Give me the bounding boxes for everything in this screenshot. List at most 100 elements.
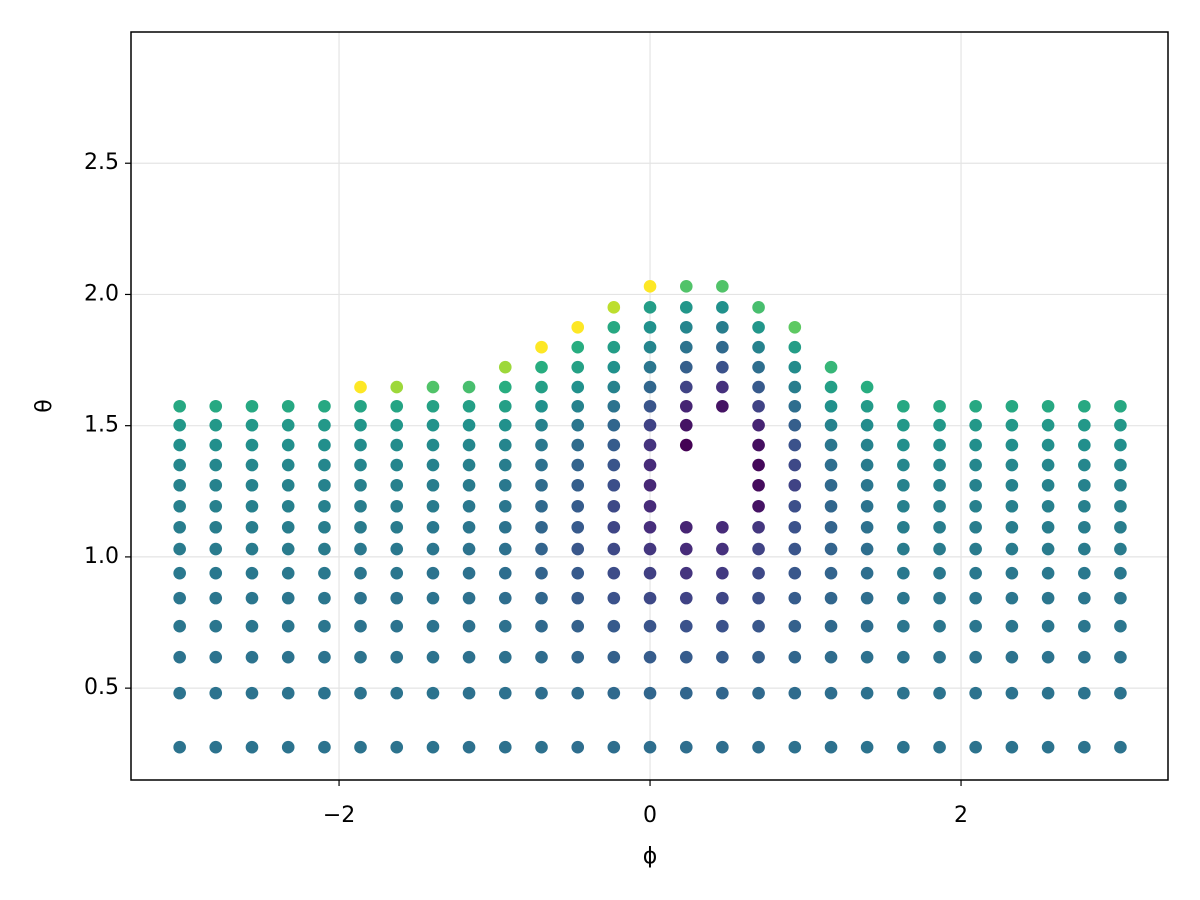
point bbox=[1005, 650, 1019, 664]
point bbox=[752, 380, 765, 394]
point bbox=[1078, 542, 1091, 556]
point bbox=[969, 458, 982, 472]
point bbox=[209, 686, 223, 700]
point bbox=[897, 542, 910, 556]
point bbox=[860, 458, 874, 472]
point bbox=[318, 650, 331, 664]
point bbox=[860, 478, 874, 492]
point bbox=[318, 499, 331, 513]
point bbox=[498, 740, 512, 754]
point bbox=[788, 458, 802, 472]
point bbox=[462, 438, 476, 452]
point bbox=[571, 499, 585, 513]
point bbox=[498, 619, 512, 633]
y-tick-label: 0.5 bbox=[84, 675, 119, 700]
point bbox=[679, 650, 693, 664]
point bbox=[897, 520, 910, 534]
point bbox=[679, 360, 693, 374]
point bbox=[607, 438, 621, 452]
point bbox=[679, 399, 693, 413]
point bbox=[824, 740, 838, 754]
point bbox=[1078, 438, 1091, 452]
point bbox=[1005, 399, 1019, 413]
point bbox=[969, 650, 982, 664]
point bbox=[607, 542, 621, 556]
point bbox=[1114, 438, 1127, 452]
point bbox=[897, 458, 910, 472]
point bbox=[1114, 499, 1127, 513]
point bbox=[209, 566, 223, 580]
point bbox=[679, 566, 693, 580]
point bbox=[643, 566, 657, 580]
point bbox=[716, 566, 729, 580]
point bbox=[354, 438, 367, 452]
point bbox=[535, 380, 548, 394]
point bbox=[679, 418, 693, 432]
point bbox=[933, 520, 946, 534]
point bbox=[390, 650, 404, 664]
point bbox=[716, 320, 729, 334]
point bbox=[1041, 458, 1055, 472]
point bbox=[1005, 740, 1019, 754]
point bbox=[1078, 399, 1091, 413]
point bbox=[535, 340, 548, 354]
point bbox=[643, 740, 657, 754]
point bbox=[1005, 458, 1019, 472]
point bbox=[1114, 619, 1127, 633]
point bbox=[752, 301, 765, 314]
y-tick-label: 2.0 bbox=[84, 281, 119, 306]
point bbox=[281, 650, 295, 664]
point bbox=[716, 740, 729, 754]
point bbox=[426, 542, 440, 556]
point bbox=[643, 499, 657, 513]
point bbox=[933, 619, 946, 633]
point bbox=[209, 520, 223, 534]
point bbox=[679, 380, 693, 394]
point bbox=[173, 686, 186, 700]
point bbox=[1078, 619, 1091, 633]
point bbox=[571, 520, 585, 534]
point bbox=[354, 686, 367, 700]
point bbox=[1114, 458, 1127, 472]
point bbox=[209, 399, 223, 413]
point bbox=[933, 418, 946, 432]
point bbox=[209, 458, 223, 472]
point bbox=[716, 399, 729, 413]
point bbox=[679, 301, 693, 314]
point bbox=[390, 458, 404, 472]
point bbox=[426, 566, 440, 580]
point bbox=[788, 438, 802, 452]
point bbox=[679, 280, 693, 293]
point bbox=[1114, 740, 1127, 754]
point bbox=[860, 399, 874, 413]
point bbox=[969, 686, 982, 700]
point bbox=[897, 418, 910, 432]
point bbox=[318, 458, 331, 472]
point bbox=[498, 418, 512, 432]
point bbox=[860, 566, 874, 580]
point bbox=[498, 542, 512, 556]
point bbox=[679, 740, 693, 754]
point bbox=[716, 360, 729, 374]
point bbox=[390, 591, 404, 605]
point bbox=[788, 542, 802, 556]
point bbox=[933, 566, 946, 580]
point bbox=[969, 591, 982, 605]
point bbox=[209, 542, 223, 556]
point bbox=[933, 478, 946, 492]
point bbox=[571, 591, 585, 605]
point bbox=[824, 438, 838, 452]
point bbox=[173, 458, 186, 472]
point bbox=[354, 542, 367, 556]
point bbox=[245, 438, 259, 452]
point bbox=[897, 478, 910, 492]
point bbox=[1114, 478, 1127, 492]
point bbox=[1114, 418, 1127, 432]
point bbox=[571, 380, 585, 394]
point bbox=[607, 686, 621, 700]
point bbox=[1005, 418, 1019, 432]
point bbox=[824, 686, 838, 700]
point bbox=[281, 740, 295, 754]
